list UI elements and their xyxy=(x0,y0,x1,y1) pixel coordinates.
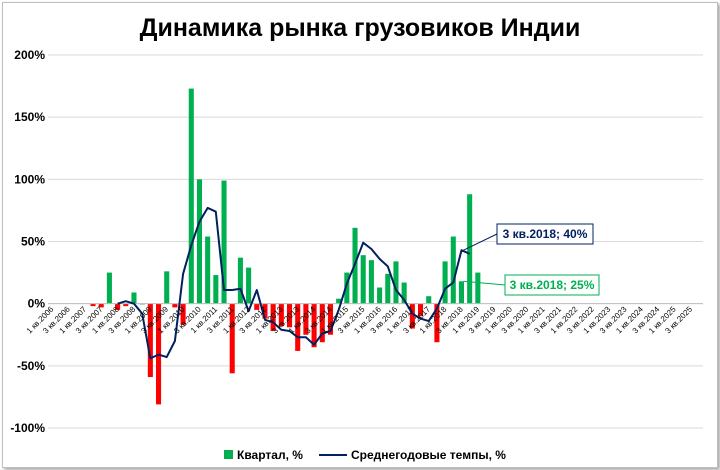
bar xyxy=(221,180,227,304)
bar xyxy=(229,303,235,374)
y-tick-label: 0% xyxy=(28,297,46,311)
bar xyxy=(237,257,243,304)
legend-label-bar: Квартал, % xyxy=(237,448,303,462)
bar xyxy=(393,261,399,304)
bar xyxy=(262,303,268,319)
callout-leader xyxy=(463,233,498,251)
line-path xyxy=(117,206,471,360)
bar xyxy=(196,179,203,304)
bar xyxy=(180,303,186,325)
bar xyxy=(385,273,391,304)
line-series xyxy=(117,206,471,360)
bar xyxy=(344,272,350,304)
callout-label: 3 кв.2018; 25% xyxy=(510,278,595,292)
y-tick-label: -100% xyxy=(10,421,45,435)
bar xyxy=(106,272,112,304)
bar xyxy=(90,303,96,307)
y-tick-label: 150% xyxy=(14,110,45,124)
bar xyxy=(295,303,301,351)
bar xyxy=(409,303,415,329)
bar xyxy=(311,303,317,348)
bar xyxy=(401,282,407,304)
bar xyxy=(286,303,293,328)
bar xyxy=(131,292,137,304)
bar xyxy=(254,303,260,310)
bar xyxy=(417,303,424,317)
y-tick-label: 200% xyxy=(14,48,45,62)
y-axis: 200% 150% 100% 50% 0% -50% -100% xyxy=(10,48,45,435)
chart-svg: Динамика рынка грузовиков Индии 200% 150%… xyxy=(10,14,703,462)
chart-title: Динамика рынка грузовиков Индии xyxy=(140,14,581,42)
bar xyxy=(434,303,440,343)
bar xyxy=(336,298,342,304)
callout-box xyxy=(496,223,594,245)
bar xyxy=(319,303,325,343)
bar xyxy=(98,303,104,308)
bar xyxy=(475,272,481,304)
bar xyxy=(188,88,194,304)
bar xyxy=(442,261,448,304)
bar xyxy=(278,303,284,327)
bar xyxy=(467,194,473,304)
bar xyxy=(458,281,465,304)
legend-swatch-bar xyxy=(224,450,233,459)
bar xyxy=(327,303,334,335)
bar xyxy=(450,236,456,304)
bar xyxy=(213,275,219,304)
bar xyxy=(164,271,170,304)
bar xyxy=(303,303,309,335)
grid-lines xyxy=(48,54,703,429)
bar xyxy=(426,296,432,304)
legend-label-line: Среднегодовые темпы, % xyxy=(351,448,506,462)
bar xyxy=(360,255,366,304)
callout-label: 3 кв.2018; 40% xyxy=(503,227,588,241)
y-tick-label: 50% xyxy=(21,235,45,249)
callouts: 3 кв.2018; 40% 3 кв.2018; 25% xyxy=(463,223,600,296)
legend: Квартал, % Среднегодовые темпы, % xyxy=(224,448,506,462)
bar xyxy=(377,287,383,304)
bar xyxy=(368,260,374,304)
bar xyxy=(270,303,276,332)
bar xyxy=(147,303,153,378)
bar xyxy=(123,303,129,307)
bar xyxy=(246,267,252,304)
callout-box xyxy=(504,274,600,296)
bar xyxy=(205,236,211,304)
callout-leader xyxy=(463,280,506,286)
bar-series xyxy=(90,88,481,405)
bar xyxy=(115,303,121,310)
y-tick-label: -50% xyxy=(17,359,45,373)
bar xyxy=(172,303,178,308)
y-tick-label: 100% xyxy=(14,172,45,186)
